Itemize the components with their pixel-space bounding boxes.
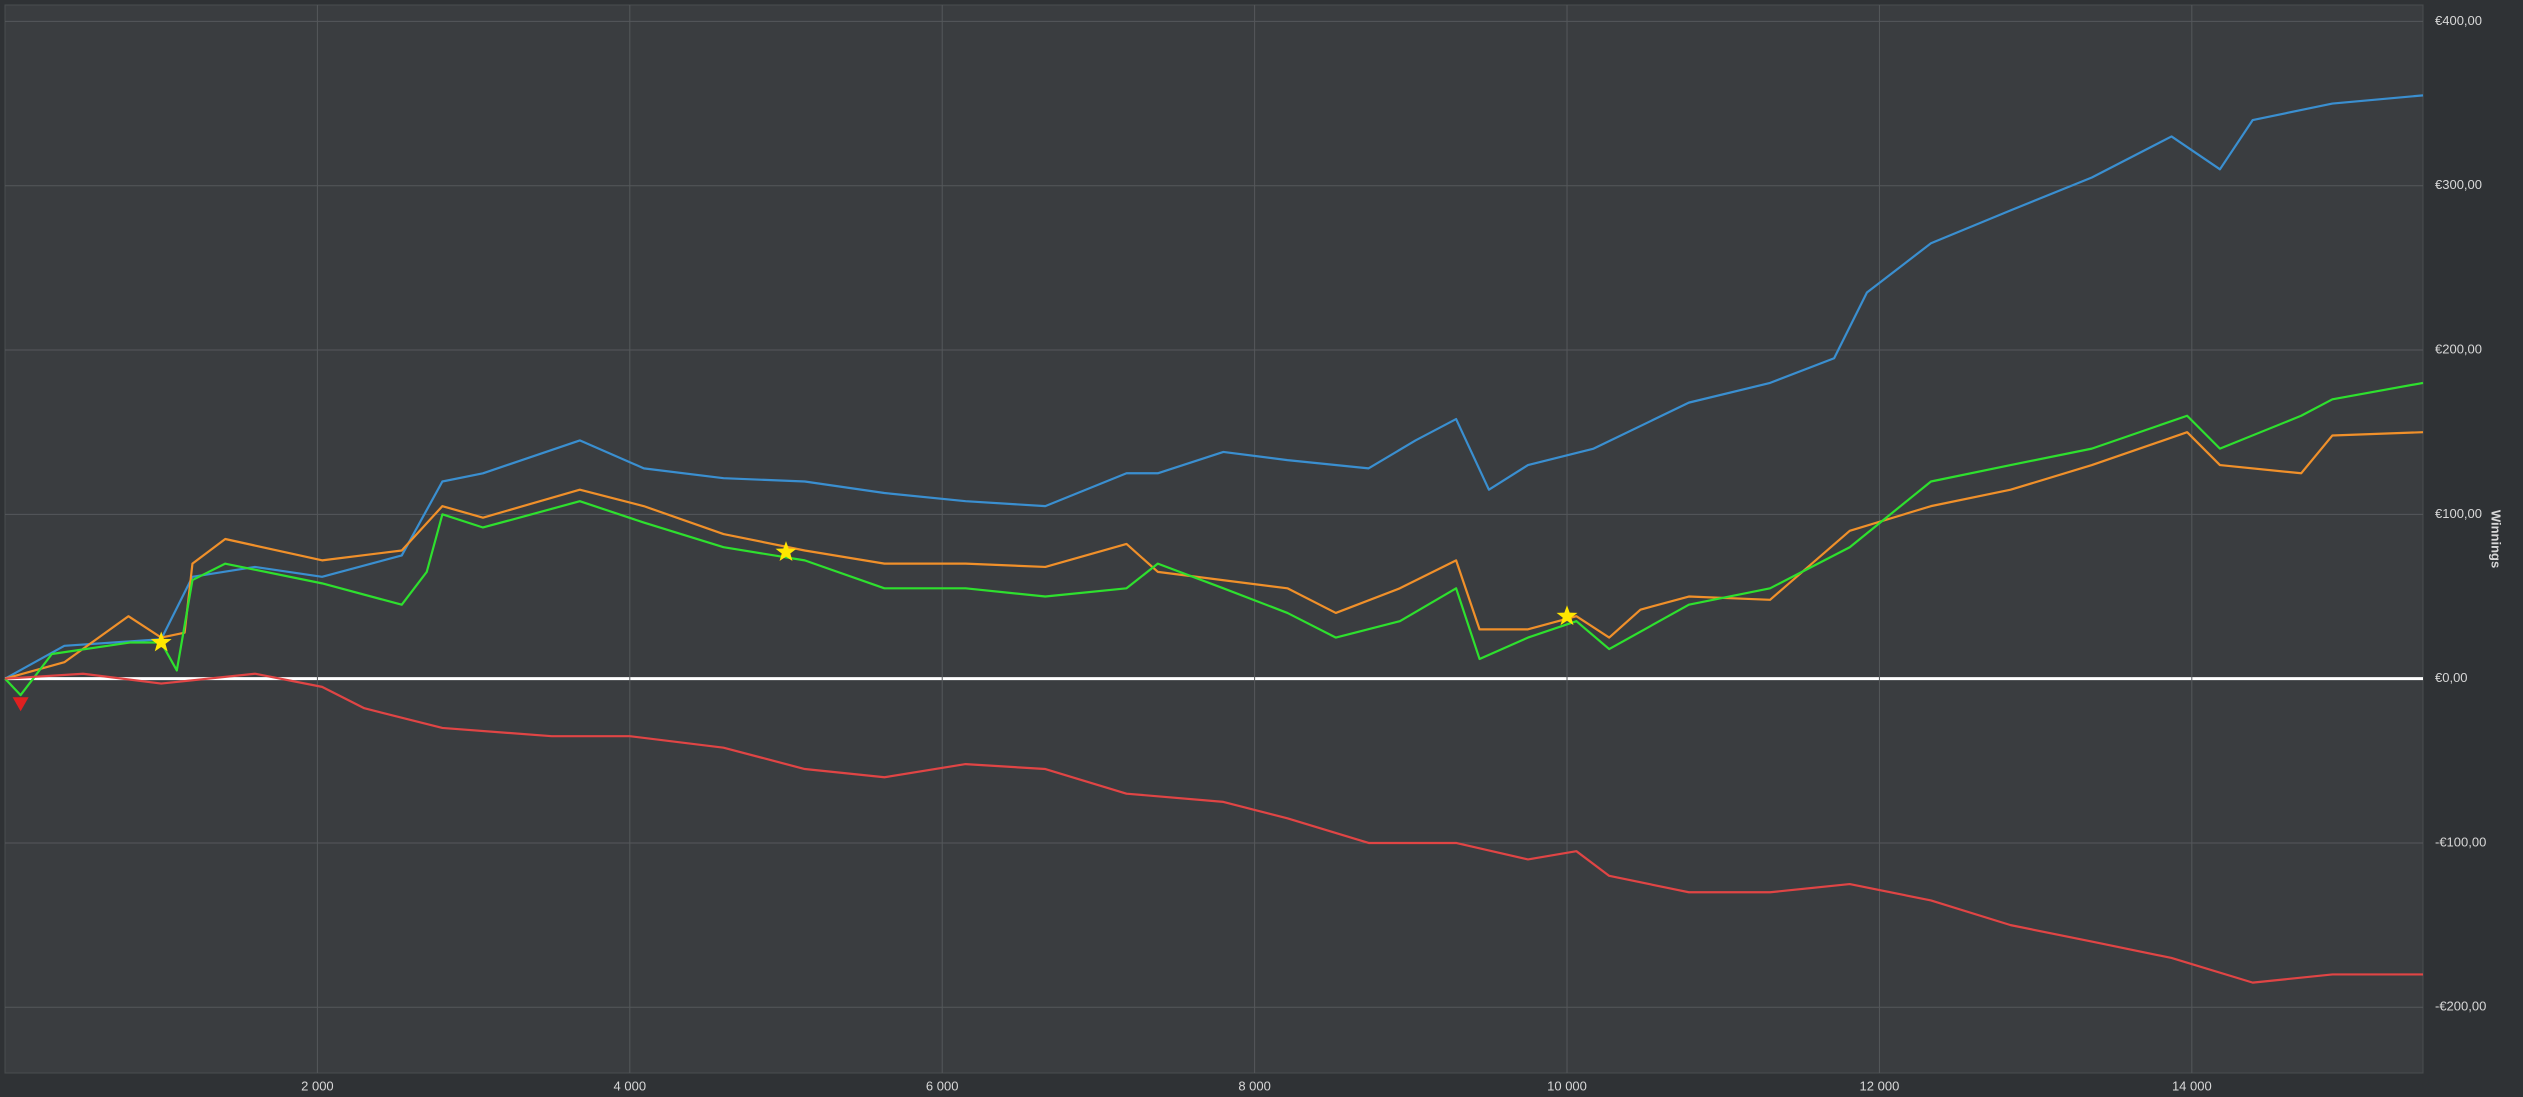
y-tick-label: €0,00	[2435, 670, 2468, 685]
x-tick-label: 4 000	[614, 1078, 647, 1093]
y-tick-label: -€200,00	[2435, 999, 2486, 1014]
series-line	[4, 381, 2424, 697]
marker-star	[150, 631, 172, 652]
marker-star	[775, 541, 797, 562]
y-tick-label: €300,00	[2435, 177, 2482, 192]
marker-star	[1556, 605, 1578, 626]
y-tick-label: €200,00	[2435, 341, 2482, 356]
y-tick-label: €400,00	[2435, 13, 2482, 28]
x-tick-label: 12 000	[1860, 1078, 1900, 1093]
x-tick-label: 8 000	[1238, 1078, 1271, 1093]
series-line	[4, 672, 2423, 984]
y-axis-label: Winnings	[2489, 510, 2504, 568]
y-tick-label: €100,00	[2435, 506, 2482, 521]
y-tick-label: -€100,00	[2435, 834, 2486, 849]
plot-area	[4, 4, 2424, 1074]
x-tick-label: 2 000	[301, 1078, 334, 1093]
series-line	[4, 431, 2424, 680]
marker-triangle	[12, 697, 29, 712]
x-tick-label: 10 000	[1547, 1078, 1587, 1093]
x-tick-label: 6 000	[926, 1078, 959, 1093]
x-tick-label: 14 000	[2172, 1078, 2212, 1093]
